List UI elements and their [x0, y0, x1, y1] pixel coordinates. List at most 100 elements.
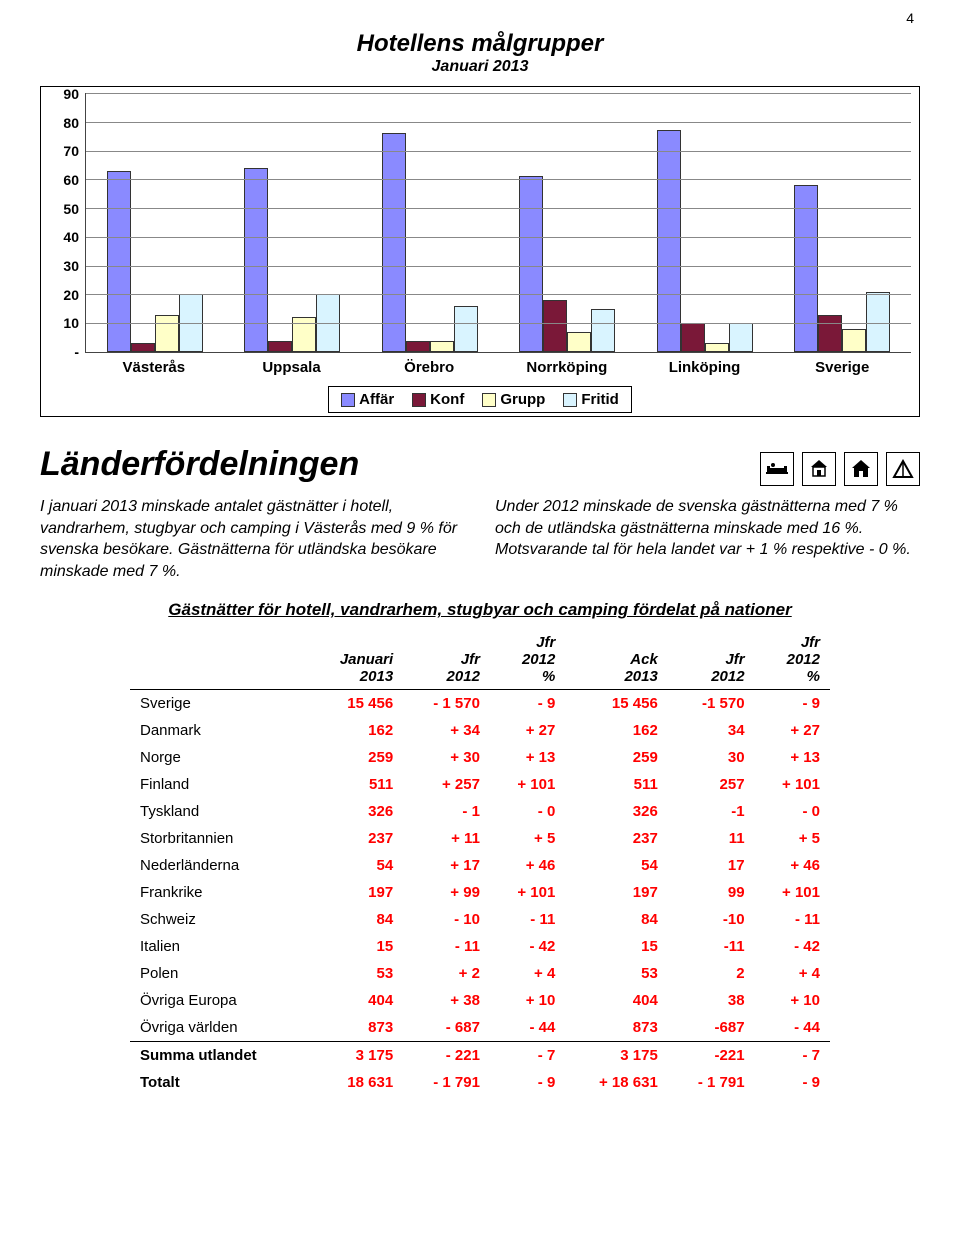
row-value: - 44: [490, 1014, 565, 1042]
row-value: - 0: [490, 798, 565, 825]
cabin-icon: [844, 452, 878, 486]
row-value: 99: [668, 879, 755, 906]
row-value: + 38: [403, 987, 490, 1014]
chart-xlabel: Sverige: [773, 353, 911, 376]
row-value: + 5: [755, 825, 830, 852]
row-value: -1: [668, 798, 755, 825]
chart-bar: [567, 332, 591, 352]
nations-table: Januari2013Jfr2012Jfr2012%Ack2013Jfr2012…: [130, 630, 830, 1096]
row-value: + 257: [403, 771, 490, 798]
chart-bar-group: [774, 93, 912, 352]
row-value: 15: [308, 933, 403, 960]
row-value: + 101: [490, 879, 565, 906]
chart-bar: [430, 341, 454, 353]
chart-xlabel: Norrköping: [498, 353, 636, 376]
table-row: Övriga Europa404+ 38+ 1040438+ 10: [130, 987, 830, 1014]
row-value: 84: [308, 906, 403, 933]
bar-chart: 908070605040302010- VästeråsUppsalaÖrebr…: [40, 86, 920, 417]
row-value: 257: [668, 771, 755, 798]
row-value: - 9: [490, 1069, 565, 1096]
row-value: 34: [668, 717, 755, 744]
row-value: 3 175: [308, 1042, 403, 1070]
row-value: -687: [668, 1014, 755, 1042]
row-label: Övriga Europa: [130, 987, 308, 1014]
row-label: Totalt: [130, 1069, 308, 1096]
chart-bar-group: [224, 93, 362, 352]
chart-ylabel: 30: [63, 258, 79, 274]
row-value: 873: [308, 1014, 403, 1042]
row-value: - 9: [755, 690, 830, 718]
row-label: Danmark: [130, 717, 308, 744]
row-value: + 5: [490, 825, 565, 852]
chart-bar: [818, 315, 842, 352]
row-value: 54: [565, 852, 668, 879]
chart-xlabel: Örebro: [360, 353, 498, 376]
row-value: - 11: [755, 906, 830, 933]
row-value: 197: [565, 879, 668, 906]
chart-bar: [454, 306, 478, 352]
table-col-header: Jfr2012%: [490, 630, 565, 690]
chart-ylabel: 60: [63, 172, 79, 188]
table-col-header: Jfr2012: [668, 630, 755, 690]
row-label: Sverige: [130, 690, 308, 718]
row-label: Polen: [130, 960, 308, 987]
table-header-row: Januari2013Jfr2012Jfr2012%Ack2013Jfr2012…: [130, 630, 830, 690]
row-value: - 687: [403, 1014, 490, 1042]
table-row: Italien15- 11- 4215-11- 42: [130, 933, 830, 960]
row-value: -10: [668, 906, 755, 933]
chart-legend-item: Affär: [341, 391, 394, 408]
chart-bar: [657, 130, 681, 352]
tent-icon: [886, 452, 920, 486]
intro-columns: I januari 2013 minskade antalet gästnätt…: [40, 496, 920, 582]
row-value: - 42: [490, 933, 565, 960]
table-subheading: Gästnätter för hotell, vandrarhem, stugb…: [40, 600, 920, 620]
row-value: + 30: [403, 744, 490, 771]
row-value: 511: [565, 771, 668, 798]
row-value: 404: [565, 987, 668, 1014]
table-row: Nederländerna54+ 17+ 465417+ 46: [130, 852, 830, 879]
table-col-header: Januari2013: [308, 630, 403, 690]
chart-ylabel: 40: [63, 229, 79, 245]
row-value: 11: [668, 825, 755, 852]
chart-bar: [866, 292, 890, 352]
row-value: 162: [565, 717, 668, 744]
row-value: + 10: [755, 987, 830, 1014]
row-value: 3 175: [565, 1042, 668, 1070]
chart-bar: [382, 133, 406, 352]
legend-label: Fritid: [581, 391, 619, 408]
row-value: - 1: [403, 798, 490, 825]
table-row: Tyskland326- 1- 0326-1- 0: [130, 798, 830, 825]
chart-bar-group: [86, 93, 224, 352]
chart-bar: [681, 323, 705, 352]
row-value: + 10: [490, 987, 565, 1014]
table-col-header: [130, 630, 308, 690]
row-value: - 7: [755, 1042, 830, 1070]
chart-bar: [131, 343, 155, 352]
row-value: + 27: [755, 717, 830, 744]
row-label: Italien: [130, 933, 308, 960]
chart-bar-group: [636, 93, 774, 352]
row-value: -11: [668, 933, 755, 960]
row-value: 38: [668, 987, 755, 1014]
row-value: - 1 570: [403, 690, 490, 718]
row-value: + 2: [403, 960, 490, 987]
row-value: 15: [565, 933, 668, 960]
row-value: + 27: [490, 717, 565, 744]
row-value: - 9: [490, 690, 565, 718]
chart-title: Hotellens målgrupper: [40, 30, 920, 58]
row-value: 511: [308, 771, 403, 798]
chart-bar: [729, 323, 753, 352]
table-row: Schweiz84- 10- 1184-10- 11: [130, 906, 830, 933]
chart-legend: AffärKonfGruppFritid: [328, 386, 632, 413]
row-value: 197: [308, 879, 403, 906]
table-row: Övriga världen873- 687- 44873-687- 44: [130, 1014, 830, 1042]
chart-bar: [842, 329, 866, 352]
row-value: 873: [565, 1014, 668, 1042]
table-col-header: Ack2013: [565, 630, 668, 690]
row-value: 54: [308, 852, 403, 879]
row-value: 326: [565, 798, 668, 825]
row-value: + 13: [490, 744, 565, 771]
row-value: + 11: [403, 825, 490, 852]
row-value: - 1 791: [403, 1069, 490, 1096]
legend-label: Affär: [359, 391, 394, 408]
